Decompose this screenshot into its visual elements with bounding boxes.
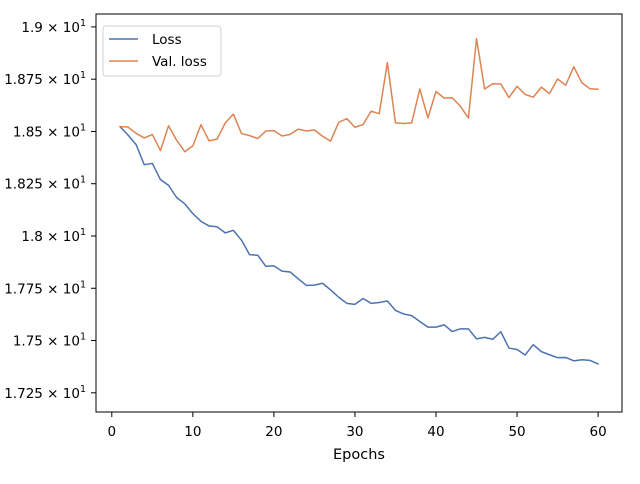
y-tick-label: 1.825 × 101 <box>4 175 86 193</box>
x-tick-label: 60 <box>589 424 606 440</box>
legend: Loss Val. loss <box>102 25 222 77</box>
y-tick-label: 1.775 × 101 <box>4 279 86 297</box>
y-tick-exponent: 1 <box>80 384 86 395</box>
y-tick-exponent: 1 <box>80 18 86 29</box>
y-tick-label: 1.8 × 101 <box>21 227 86 245</box>
y-tick-base: × 10 <box>43 229 80 245</box>
y-tick-base: × 10 <box>43 386 80 402</box>
y-tick-mantissa: 1.775 <box>4 281 43 297</box>
y-tick-label: 1.725 × 101 <box>4 384 86 402</box>
x-tick-label: 10 <box>184 424 201 440</box>
y-tick-exponent: 1 <box>80 122 86 133</box>
y-tick-mantissa: 1.85 <box>13 124 43 140</box>
y-tick-label: 1.875 × 101 <box>4 70 86 88</box>
y-tick-exponent: 1 <box>80 70 86 81</box>
x-tick-label: 0 <box>108 424 117 440</box>
y-tick-mantissa: 1.8 <box>21 229 42 245</box>
legend-label-1: Val. loss <box>152 54 207 70</box>
series-line-0 <box>119 125 599 365</box>
y-tick-mantissa: 1.725 <box>4 386 43 402</box>
y-tick-mantissa: 1.825 <box>4 177 43 193</box>
y-tick-base: × 10 <box>43 334 80 350</box>
y-tick-exponent: 1 <box>80 227 86 238</box>
series-lines <box>119 37 599 365</box>
y-tick-label: 1.9 × 101 <box>21 18 86 36</box>
y-tick-mantissa: 1.75 <box>13 334 43 350</box>
y-tick-base: × 10 <box>43 72 80 88</box>
x-tick-label: 20 <box>265 424 282 440</box>
y-tick-exponent: 1 <box>80 332 86 343</box>
y-tick-exponent: 1 <box>80 175 86 186</box>
y-tick-base: × 10 <box>43 281 80 297</box>
y-tick-mantissa: 1.9 <box>21 20 42 36</box>
x-tick-label: 30 <box>346 424 363 440</box>
x-axis-label: Epochs <box>333 447 385 463</box>
legend-label-0: Loss <box>152 32 182 48</box>
x-axis: 0 10 20 30 40 50 60 <box>108 412 607 440</box>
x-tick-label: 50 <box>508 424 525 440</box>
series-line-1 <box>119 37 599 153</box>
y-tick-label: 1.85 × 101 <box>13 122 86 140</box>
x-tick-label: 40 <box>427 424 444 440</box>
y-tick-base: × 10 <box>43 124 80 140</box>
y-tick-exponent: 1 <box>80 279 86 290</box>
y-tick-mantissa: 1.875 <box>4 72 43 88</box>
y-tick-base: × 10 <box>43 20 80 36</box>
y-tick-label: 1.75 × 101 <box>13 332 86 350</box>
y-tick-base: × 10 <box>43 177 80 193</box>
plot-frame <box>95 13 623 413</box>
